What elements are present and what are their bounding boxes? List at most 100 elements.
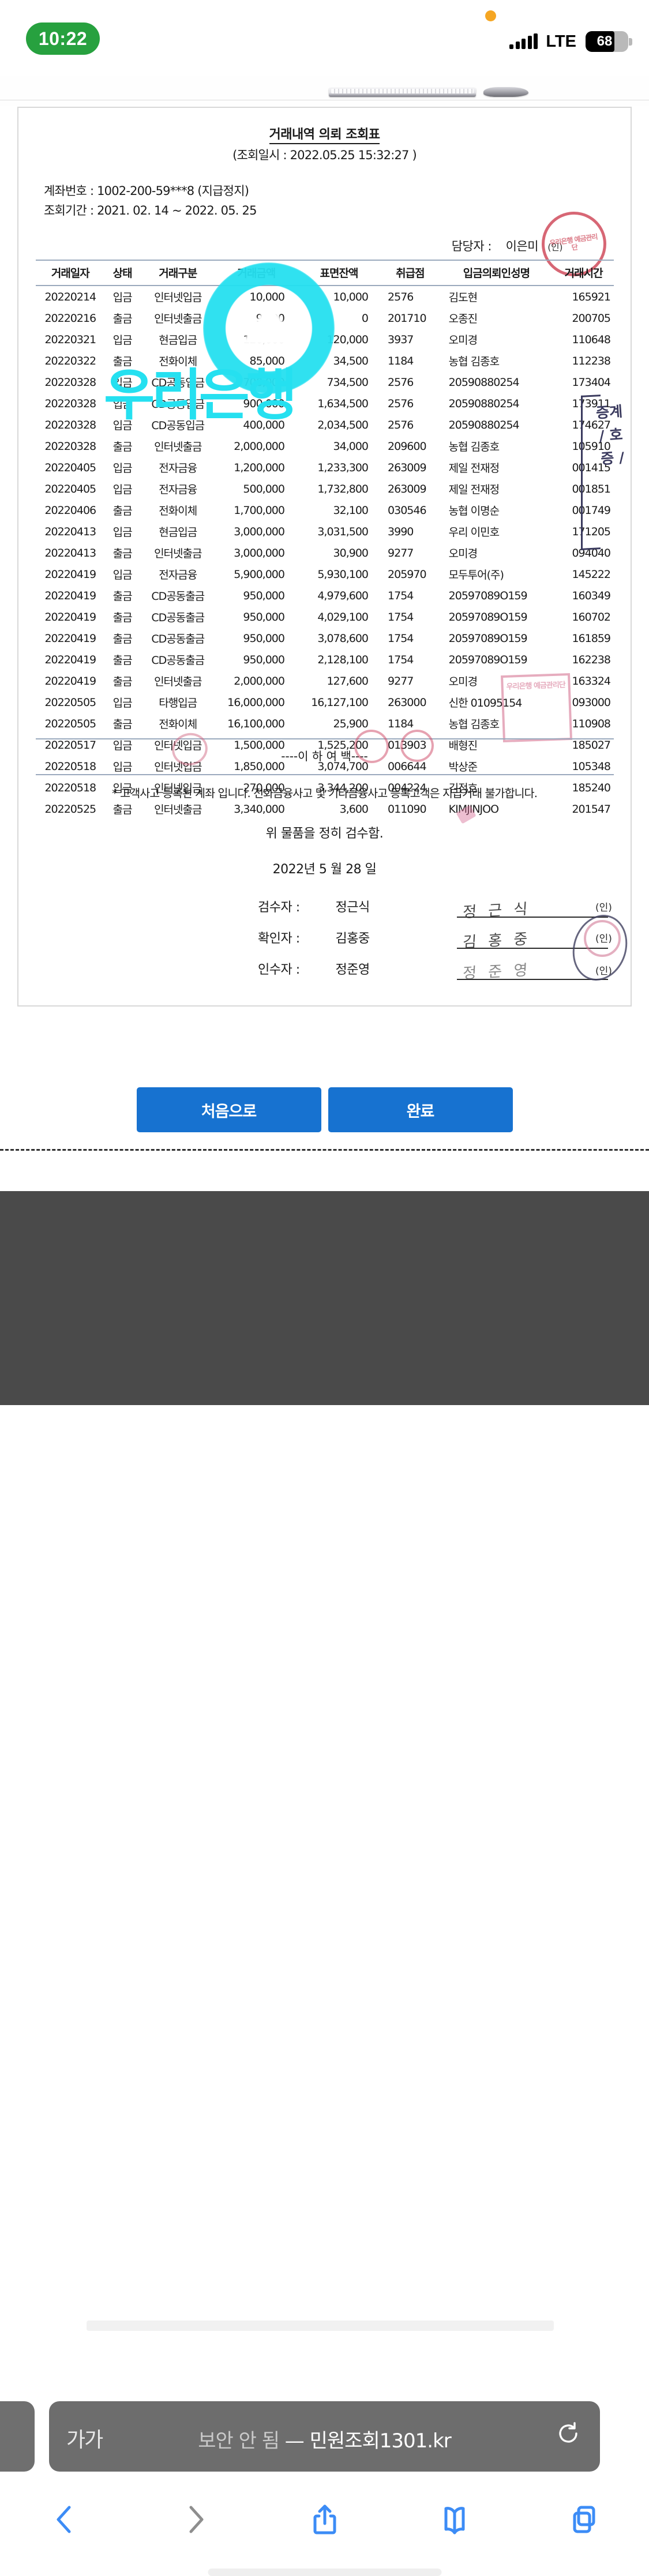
cell-balance: 2,128,100 — [317, 653, 369, 666]
cell-balance: 32,100 — [333, 504, 369, 517]
cell-state: 출금 — [112, 590, 133, 603]
cell-state: 출금 — [112, 718, 133, 731]
cell-time: 105348 — [572, 760, 611, 773]
address-bar-text: 보안 안 됨 — 민원조회1301.kr — [49, 2425, 600, 2453]
cell-date: 20220419 — [44, 653, 96, 666]
cell-amount: 120,000 — [243, 333, 285, 346]
cell-balance: 3,078,600 — [317, 632, 369, 645]
cell-amount: 85,000 — [249, 354, 284, 367]
cell-time: 105910 — [572, 440, 611, 453]
cell-state: 출금 — [112, 654, 133, 667]
cell-date: 20220419 — [44, 589, 96, 602]
cell-depositor: 농협 김종호 — [448, 718, 500, 731]
cell-kind: 현금입금 — [159, 334, 197, 347]
col-header-branch: 취급점 — [381, 260, 440, 286]
signature-role-confirmer: 확인자 : — [258, 932, 300, 946]
cell-balance: 2,034,500 — [317, 418, 369, 431]
col-header-state: 상태 — [104, 260, 140, 286]
account-number-line: 계좌번호 : 1002-200-59***8 (지급정지) — [44, 184, 249, 198]
table-row: 20220322 출금 전화이체 85,000 34,500 1184 농협 김종호 1122… — [36, 350, 614, 371]
cell-branch: 011090 — [388, 802, 427, 816]
cell-branch: 006644 — [388, 760, 427, 773]
tabs-button[interactable] — [519, 2488, 649, 2551]
back-button[interactable] — [0, 2488, 130, 2551]
cell-kind: 인터넷입금 — [154, 739, 202, 752]
cell-balance: 127,600 — [327, 674, 369, 688]
cell-kind: 인터넷입금 — [154, 761, 202, 773]
cell-state: 입금 — [112, 291, 133, 304]
cell-date: 20220405 — [44, 482, 96, 495]
cell-balance: 4,979,600 — [317, 589, 369, 602]
keyboard-photo — [329, 88, 476, 97]
cell-date: 20220328 — [44, 440, 96, 453]
cell-balance: 34,500 — [333, 354, 369, 367]
cell-amount: 3,340,000 — [234, 802, 285, 816]
table-row: 20220419 출금 CD공동출금 950,000 4,979,600 1754 2059… — [36, 585, 614, 606]
table-row: 20220405 입금 전자금융 500,000 1,732,800 263009 제일 전… — [36, 478, 614, 500]
cell-balance: 120,000 — [327, 333, 369, 346]
cell-kind: 현금입금 — [159, 526, 197, 539]
cell-amount: 950,000 — [243, 589, 285, 602]
cell-date: 20220328 — [44, 397, 96, 410]
cell-depositor: 제일 전재정 — [448, 462, 500, 475]
cell-time: 173911 — [572, 397, 611, 410]
table-row: 20220419 입금 전자금융 5,900,000 5,930,100 205970 모두… — [36, 564, 614, 585]
safari-bottom-chrome: 가가 보안 안 됨 — 민원조회1301.kr — [0, 1191, 649, 2576]
col-header-kind: 거래구분 — [140, 260, 216, 286]
cell-date: 20220328 — [44, 375, 96, 389]
cell-branch: 263009 — [388, 482, 427, 495]
cell-time: 145222 — [572, 568, 611, 581]
table-row: 20220517 입금 인터넷입금 1,500,000 1,525,200 013903 배… — [36, 734, 614, 756]
cell-state: 입금 — [112, 377, 133, 389]
cell-kind: 인터넷입금 — [154, 782, 202, 795]
table-body: 20220214 입금 인터넷입금 10,000 10,000 2576 김도현 165921… — [36, 286, 614, 820]
adjacent-tab-peek[interactable] — [0, 2401, 35, 2472]
table-row: 20220505 출금 전화이체 16,100,000 25,900 1184 농협 김종호… — [36, 713, 614, 734]
signature-line-3 — [457, 979, 608, 980]
cell-kind: CD공동출금 — [151, 654, 205, 667]
battery-fill — [586, 31, 615, 52]
cell-branch: 9277 — [388, 546, 414, 559]
cell-balance: 1,525,200 — [317, 738, 369, 752]
page-bottom-placeholder-bar — [87, 2320, 554, 2331]
cell-state: 입금 — [112, 761, 133, 773]
cell-state: 출금 — [112, 803, 133, 816]
col-header-date: 거래일자 — [36, 260, 105, 286]
cell-time: 094040 — [572, 546, 611, 559]
cell-amount: 400,000 — [243, 418, 285, 431]
cell-state: 출금 — [112, 441, 133, 453]
cellular-signal-icon — [509, 33, 538, 49]
cell-branch: 2576 — [388, 418, 414, 431]
cell-date: 20220419 — [44, 632, 96, 645]
recording-indicator-dot — [485, 10, 496, 21]
cell-depositor: 농협 이명순 — [448, 505, 500, 517]
cell-depositor: 신한 01095154 — [448, 697, 523, 709]
cell-amount: 1,700,000 — [234, 504, 285, 517]
share-button[interactable] — [260, 2488, 389, 2551]
cell-balance: 1,732,800 — [317, 482, 369, 495]
cell-branch: 205970 — [388, 568, 427, 581]
cell-date: 20220214 — [44, 290, 96, 303]
table-row: 20220216 출금 인터넷출금 9,500 0 201710 오종진 200705 — [36, 307, 614, 329]
done-button[interactable]: 완료 — [328, 1087, 513, 1132]
cell-depositor: 농협 김종호 — [448, 355, 500, 368]
table-row: 20220328 입금 CD공동입금 900,000 1,634,500 2576 2059… — [36, 393, 614, 414]
reload-icon[interactable] — [556, 2421, 581, 2446]
cell-depositor: 20597089O159 — [448, 610, 528, 624]
home-button[interactable]: 처음으로 — [136, 1087, 321, 1132]
cell-balance: 4,029,100 — [317, 610, 369, 624]
cell-branch: 1754 — [388, 589, 414, 602]
cell-kind: 전자금융 — [159, 462, 197, 475]
cell-state: 입금 — [112, 697, 133, 709]
table-row: 20220419 출금 CD공동출금 950,000 3,078,600 1754 2059… — [36, 628, 614, 649]
table-header-row: 거래일자 상태 거래구분 거래금액 표면잔액 취급점 입금의뢰인성명 거래시간 — [36, 260, 614, 286]
cell-balance: 3,074,700 — [317, 760, 369, 773]
cell-branch: 1754 — [388, 653, 414, 666]
bookmarks-button[interactable] — [389, 2488, 519, 2551]
table-row: 20220328 입금 CD공동입금 700,000 734,500 2576 205908… — [36, 371, 614, 393]
cell-state: 입금 — [112, 483, 133, 496]
col-header-balance: 표면잔액 — [297, 260, 381, 286]
document-title: 거래내역 의뢰 조회표 — [18, 124, 631, 144]
cell-time: 160349 — [572, 589, 611, 602]
cell-balance: 34,000 — [333, 440, 369, 453]
